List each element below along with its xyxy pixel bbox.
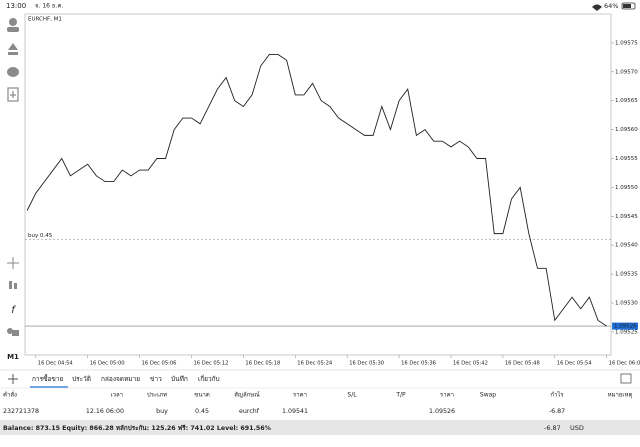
column-header: T/P [395,392,406,399]
doc-plus [10,91,16,98]
column-header: สัญลักษณ์ [234,391,260,399]
x-tick-label: 16 Dec 05:54 [557,361,593,367]
trade-icon[interactable] [8,43,18,55]
chart-title: EURCHF, M1 [28,17,62,23]
battery-level [623,4,631,8]
x-tick-label: 16 Dec 05:24 [297,361,333,367]
cell-profit: -6.87 [549,408,565,415]
y-tick-label: 1.09570 [615,69,638,75]
tab[interactable]: ข่าว [150,375,162,383]
indicator-icon[interactable]: f [11,305,16,316]
summary-currency: USD [570,424,584,432]
y-tick-label: 1.09575 [615,40,638,46]
y-tick-label: 1.09565 [615,98,638,104]
cell-open-price: 1.09541 [282,408,308,415]
column-header: หมายเหตุ [608,392,633,399]
chat-icon[interactable] [7,67,19,77]
battery-icon [621,2,636,10]
y-tick-label: 1.09555 [615,156,638,162]
y-tick-label: 1.09545 [615,214,638,220]
y-tick-label: 1.09530 [615,300,638,306]
status-battery: 64% [604,2,618,10]
status-time: 13:00 [6,2,26,10]
bid-label: 1.09526 [614,324,637,330]
status-date: จ. 16 ธ.ค. [35,3,63,10]
y-tick-label: 1.09550 [615,185,638,191]
x-tick-label: 16 Dec 05:18 [245,361,280,367]
objects-icon-2 [12,330,19,336]
column-header: Swap [480,392,496,399]
x-tick-label: 16 Dec 05:30 [349,361,384,367]
doc-icon[interactable] [7,87,19,102]
x-tick-label: 16 Dec 05:12 [194,361,229,367]
crosshair-icon[interactable] [7,257,19,269]
summary-profit: -6.87 [544,424,561,432]
x-tick-label: 16 Dec 06:00 [609,361,640,367]
cell-size: 0.45 [195,408,209,415]
timeframe-button[interactable]: M1 [7,353,19,361]
bid-label-box [612,322,638,330]
y-tick-label: 1.09540 [615,243,638,249]
column-header: กำไร [550,391,564,399]
add-button[interactable] [8,374,18,384]
candles-icon-2 [14,283,17,289]
x-tick-label: 16 Dec 04:54 [38,361,74,367]
tab[interactable]: กล่องจดหมาย [101,375,140,383]
x-tick-label: 16 Dec 05:42 [453,361,488,367]
column-header: S/L [347,392,357,399]
column-header: ราคา [440,392,454,399]
objects-icon[interactable] [7,328,13,334]
column-header: คำสั่ง [3,391,17,399]
account-icon-body [7,27,19,32]
layout-button[interactable] [620,373,632,384]
column-header: ราคา [293,392,307,399]
tab[interactable]: เกี่ยวกับ [198,374,220,383]
wifi-icon [592,4,602,11]
cell-type: buy [156,408,168,415]
y-tick-label: 1.09560 [615,127,638,133]
x-tick-label: 16 Dec 05:36 [401,361,436,367]
y-tick-label: 1.09535 [615,272,638,278]
cell-order: 232721378 [3,408,39,415]
tab[interactable]: ประวัติ [72,375,91,383]
order-line-label: buy 0.45 [28,233,53,239]
summary-bar [0,420,640,435]
x-tick-label: 16 Dec 05:00 [90,361,125,367]
x-tick-label: 16 Dec 05:48 [505,361,540,367]
cell-current-price: 1.09526 [429,408,455,415]
left-toolbar: f [7,18,19,336]
cell-symbol: eurchf [239,408,260,415]
account-icon[interactable] [9,18,17,26]
cell-time: 12.16 06:00 [86,408,124,415]
tab[interactable]: บันทึก [171,375,188,383]
candles-icon[interactable] [9,281,12,289]
y-tick-label: 1.09525 [615,329,638,335]
column-header: ประเภท [147,392,167,399]
chart-frame [24,13,612,356]
summary-text: Balance: 873.15 Equity: 866.28 หลักประกั… [3,424,272,432]
tab[interactable]: การซื้อขาย [32,374,63,383]
price-line [26,54,607,327]
column-header: ขนาด [194,392,210,399]
x-tick-label: 16 Dec 05:06 [142,361,177,367]
column-header: เวลา [111,392,123,399]
